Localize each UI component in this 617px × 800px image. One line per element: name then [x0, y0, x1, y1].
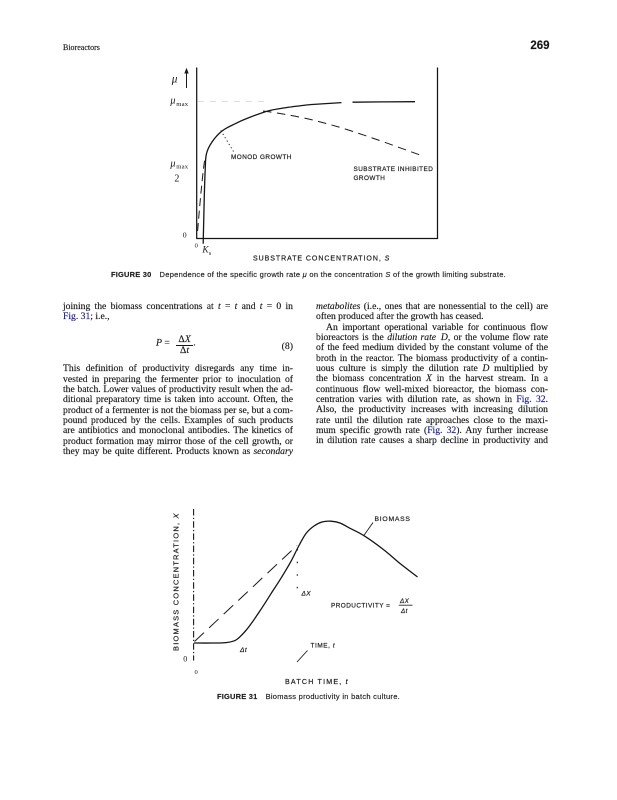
svg-text:SUBSTRATE INHIBITED: SUBSTRATE INHIBITED: [354, 166, 434, 173]
svg-text:s: s: [209, 250, 212, 257]
svg-text:μ: μ: [169, 158, 175, 169]
svg-text:BIOMASS CONCENTRATION, X: BIOMASS CONCENTRATION, X: [172, 512, 181, 651]
svg-text:ΔX: ΔX: [301, 591, 312, 598]
svg-text:BIOMASS: BIOMASS: [375, 516, 411, 523]
svg-text:max: max: [176, 164, 189, 171]
svg-text:SUBSTRATE CONCENTRATION, S: SUBSTRATE CONCENTRATION, S: [253, 255, 390, 262]
svg-text:MONOD GROWTH: MONOD GROWTH: [231, 154, 292, 161]
svg-text:μ: μ: [169, 96, 175, 107]
svg-text:K: K: [201, 246, 209, 256]
svg-text:ΔX: ΔX: [399, 598, 410, 605]
svg-text:Δt: Δt: [400, 608, 408, 615]
svg-text:BATCH TIME, t: BATCH TIME, t: [285, 678, 349, 686]
svg-text:0: 0: [195, 669, 198, 676]
svg-text:0: 0: [195, 243, 198, 250]
svg-text:TIME, t: TIME, t: [311, 643, 336, 650]
svg-text:2: 2: [174, 173, 179, 184]
svg-text:PRODUCTIVITY =: PRODUCTIVITY =: [331, 603, 390, 610]
svg-text:μ: μ: [171, 74, 178, 86]
svg-text:Δt: Δt: [239, 647, 248, 654]
svg-text:GROWTH: GROWTH: [354, 175, 386, 182]
svg-text:0: 0: [183, 231, 187, 240]
svg-text:0: 0: [183, 655, 187, 664]
svg-text:max: max: [176, 101, 189, 108]
